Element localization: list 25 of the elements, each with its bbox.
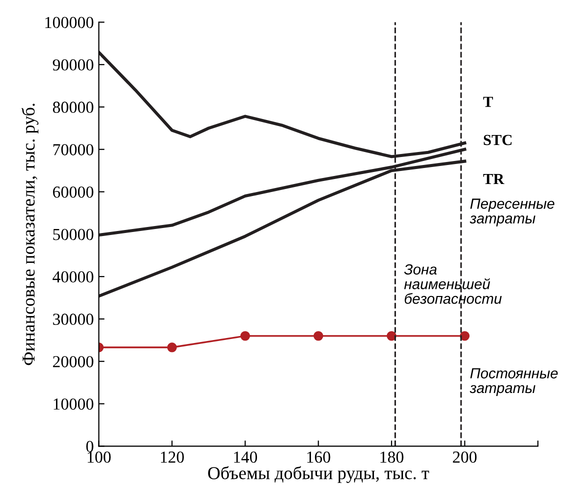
annotation: Зона наименьшей безопасности	[404, 264, 502, 304]
x-tick-label: 200	[452, 452, 477, 463]
x-axis-title: Объемы добычи руды, тыс. т	[208, 466, 430, 483]
annotation: Пересенные затраты	[470, 198, 554, 226]
annotation: Постоянные затраты	[470, 368, 558, 396]
y-tick-label: 60000	[53, 186, 94, 198]
series-label: STC	[484, 134, 512, 146]
y-axis-title: Финансовые показатели, тыс. руб.	[22, 104, 38, 366]
y-tick-label: 40000	[52, 271, 94, 283]
y-tick-label: 70000	[53, 144, 94, 156]
text: T	[483, 96, 493, 107]
y-tick-label: 50000	[53, 228, 94, 240]
series-label: TR	[483, 174, 504, 184]
x-tick-label: 120	[160, 452, 184, 463]
y-tick-label: 90000	[52, 59, 94, 71]
x-tick-label: 140	[234, 452, 258, 463]
y-tick-label: 20000	[53, 356, 94, 368]
x-tick-label: 180	[380, 452, 404, 463]
x-tick-label: 100	[88, 452, 111, 463]
y-tick-label: 10000	[54, 398, 94, 410]
x-tick-label: 160	[307, 452, 330, 463]
y-tick-label: 30000	[53, 314, 94, 325]
y-tick-label: 80000	[52, 102, 94, 113]
y-tick-label: 100000	[45, 16, 94, 28]
y-tick-label: 0	[86, 440, 94, 452]
